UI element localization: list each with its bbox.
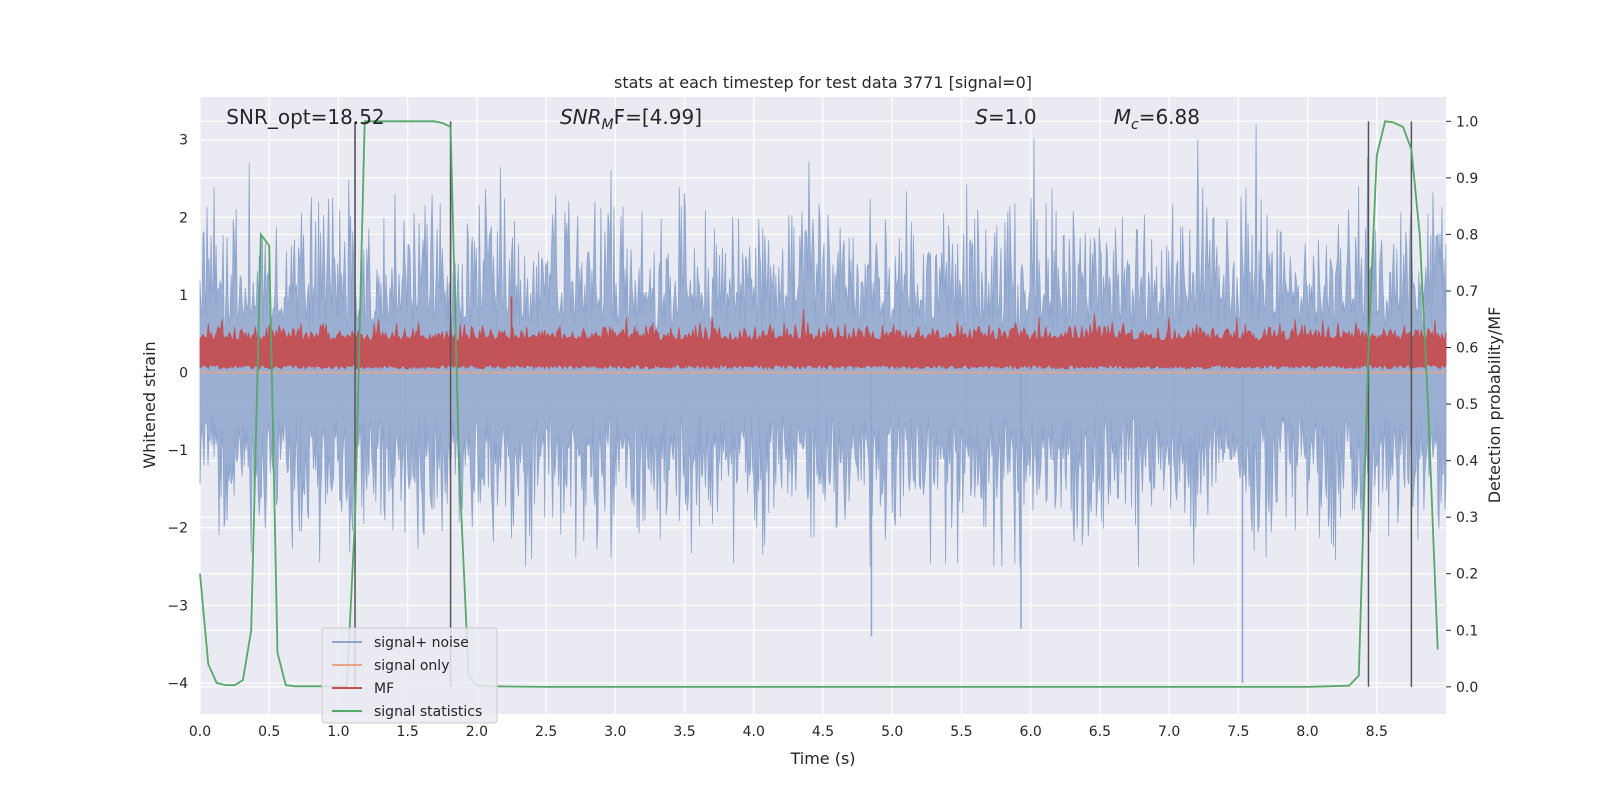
annotations: SNR_opt=18.52 SNRMF=[4.99] S=1.0 Mc=6.88: [226, 105, 1200, 133]
x-tick-label: 5.0: [881, 724, 903, 740]
x-tick-label: 8.5: [1366, 724, 1388, 740]
y-tick-label: −3: [167, 598, 188, 614]
legend: signal+ noise signal only MF signal statist…: [321, 627, 498, 724]
y-tick-label: −2: [167, 521, 188, 537]
x-tick-label: 6.0: [1020, 724, 1042, 740]
y2-tick-label: 0.2: [1456, 567, 1478, 583]
y-axis-ticks: −4 −3 −2 −1 0 1 2 3: [167, 133, 188, 692]
legend-label: signal only: [374, 658, 449, 674]
y-tick-label: 0: [179, 366, 188, 382]
x-tick-label: 1.5: [397, 724, 419, 740]
x-tick-label: 4.0: [743, 724, 765, 740]
y2-tick-label: 0.9: [1456, 171, 1478, 187]
legend-label: signal statistics: [374, 704, 482, 720]
series-mf: [199, 296, 1447, 371]
y2-axis-label: Detection probability/MF: [1485, 307, 1504, 504]
x-tick-label: 2.5: [535, 724, 557, 740]
y2-tick-label: 0.8: [1456, 227, 1478, 243]
y2-tick-label: 0.4: [1456, 454, 1478, 470]
y2-tick-label: 1.0: [1456, 114, 1478, 130]
x-tick-label: 3.0: [604, 724, 626, 740]
y-tick-label: 2: [179, 210, 188, 226]
series-signal-statistics: [199, 120, 1439, 688]
y-axis-label: Whitened strain: [140, 341, 159, 468]
y2-tick-label: 0.7: [1456, 284, 1478, 300]
y2-tick-label: 0.3: [1456, 510, 1478, 526]
annotation-mc-value: Mc=6.88: [1114, 105, 1200, 133]
x-tick-label: 0.0: [189, 724, 211, 740]
chart-title: stats at each timestep for test data 377…: [614, 73, 1032, 92]
x-tick-label: 7.5: [1227, 724, 1249, 740]
x-tick-label: 8.0: [1296, 724, 1318, 740]
y2-tick-label: 0.5: [1456, 397, 1478, 413]
x-tick-label: 5.5: [950, 724, 972, 740]
annotation-snr-opt: SNR_opt=18.52: [226, 105, 384, 129]
legend-label: MF: [374, 681, 394, 697]
x-tick-label: 2.0: [466, 724, 488, 740]
x-tick-label: 6.5: [1089, 724, 1111, 740]
x-tick-label: 7.0: [1158, 724, 1180, 740]
y-tick-label: −1: [167, 443, 188, 459]
y2-tick-label: 0.1: [1456, 623, 1478, 639]
legend-box: [321, 627, 498, 724]
y-tick-label: −4: [167, 676, 188, 692]
x-tick-label: 0.5: [258, 724, 280, 740]
x-tick-label: 3.5: [673, 724, 695, 740]
x-axis-label: Time (s): [789, 749, 855, 768]
y-tick-label: 1: [179, 288, 188, 304]
x-tick-label: 4.5: [812, 724, 834, 740]
legend-label: signal+ noise: [374, 635, 469, 651]
annotation-snr-mf: SNRMF=[4.99]: [560, 105, 702, 133]
y2-tick-label: 0.0: [1456, 680, 1478, 696]
y2-axis-ticks: 0.0 0.1 0.2 0.3 0.4 0.5 0.6 0.7 0.8 0.9 1.0: [1446, 114, 1478, 696]
detection-markers: [354, 121, 1413, 687]
x-axis-ticks: 0.0 0.5 1.0 1.5 2.0 2.5 3.0 3.5 4.0 4.5 5.0 5.5 6.0 6…: [189, 724, 1388, 740]
annotation-s-value: S=1.0: [975, 105, 1036, 129]
y2-tick-label: 0.6: [1456, 341, 1478, 357]
y-tick-label: 3: [179, 133, 188, 149]
x-tick-label: 1.0: [327, 724, 349, 740]
